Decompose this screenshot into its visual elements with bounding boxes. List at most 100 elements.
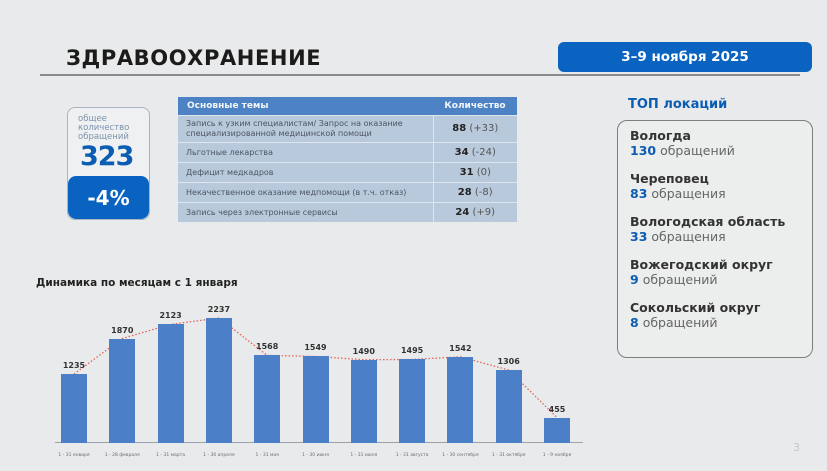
bar-value-label: 1549 — [304, 343, 327, 353]
header-topics: Основные темы — [178, 97, 433, 115]
bar — [205, 318, 232, 443]
x-axis-label: 1 - 31 января — [58, 453, 90, 458]
bar — [109, 338, 136, 443]
x-axis-label: 1 - 31 августа — [395, 453, 429, 458]
location-count-unit: обращений — [642, 272, 718, 287]
table-row: Некачественное оказание медпомощи (в т.ч… — [178, 181, 517, 202]
topic-cell: Запись к узким специалистам/ Запрос на о… — [178, 114, 433, 142]
count-value: 88 — [452, 122, 467, 134]
topic-cell: Некачественное оказание медпомощи (в т.ч… — [178, 181, 433, 202]
bar — [447, 356, 474, 443]
location-name: Вожегодский округ — [630, 257, 773, 272]
location-count-value: 9 — [630, 272, 639, 287]
topic-cell: Дефицит медкадров — [178, 161, 433, 182]
count-delta: (0) — [476, 166, 491, 178]
x-axis-label: 1 - 30 июня — [302, 453, 329, 458]
period-badge: 3–9 ноября 2025 — [558, 42, 812, 72]
location-name: Вологда — [630, 128, 691, 143]
count-cell: 28 (-8) — [432, 181, 517, 202]
bar-value-label: 2237 — [207, 305, 231, 314]
bar-value-label: 1495 — [400, 346, 424, 356]
x-axis-label: 1 - 31 октября — [491, 453, 526, 458]
location-count-value: 83 — [630, 186, 648, 201]
bar — [254, 355, 281, 443]
location-item: Вологодская область 33 обращения — [630, 214, 812, 244]
x-axis-label: 1 - 30 сентября — [442, 453, 479, 458]
bar-value-label: 2123 — [159, 311, 182, 321]
topic-text: Запись к узким специалистам/ Запрос на о… — [186, 118, 403, 128]
location-item: Вожегодский округ 9 обращений — [630, 257, 812, 287]
bar-value-label: 1235 — [62, 360, 86, 370]
bar-value-label: 1568 — [256, 342, 279, 352]
bar — [350, 359, 377, 443]
location-count-unit: обращений — [660, 143, 735, 158]
bar — [544, 417, 570, 443]
count-cell: 34 (-24) — [432, 141, 517, 162]
topic-cell: Запись через электронные сервисы — [178, 201, 433, 222]
table-row: Дефицит медкадров 31 (0) — [178, 161, 517, 182]
total-requests-card: общее количество обращений 323 -4% — [67, 107, 150, 220]
topic-text: специализированной медицинской помощи — [186, 128, 372, 138]
total-label: общее количество обращений — [68, 108, 149, 142]
location-count-unit: обращения — [651, 229, 726, 244]
count-value: 28 — [457, 186, 472, 198]
count-value: 31 — [459, 166, 474, 178]
total-label-line: общее — [78, 114, 107, 124]
table-row: Запись к узким специалистам/ Запрос на о… — [178, 114, 517, 142]
bar-value-label: 1490 — [352, 346, 375, 356]
bar — [157, 324, 184, 443]
bar-value-label: 1542 — [449, 343, 472, 353]
location-item: Сокольский округ 8 обращений — [630, 300, 812, 330]
location-name: Вологодская область — [630, 214, 786, 229]
location-item: Череповец 83 обращения — [630, 171, 812, 201]
bar — [495, 370, 522, 443]
location-item: Вологда 130 обращений — [630, 128, 812, 158]
x-axis-label: 1 - 31 июля — [350, 453, 378, 458]
page-title: ЗДРАВООХРАНЕНИЕ — [66, 46, 322, 70]
location-count: 9 обращений — [630, 272, 812, 287]
location-count: 83 обращения — [630, 186, 812, 201]
page-number: 3 — [793, 441, 800, 454]
count-delta: (+9) — [472, 206, 496, 218]
top-locations-title: ТОП локаций — [628, 97, 728, 112]
location-count: 130 обращений — [630, 143, 812, 158]
topic-cell: Льготные лекарства — [178, 141, 433, 162]
bar-value-label: 1870 — [111, 325, 134, 335]
location-name: Череповец — [630, 171, 709, 186]
x-axis-label: 1 - 9 ноября — [542, 453, 572, 458]
total-label-line: обращений — [78, 132, 129, 142]
count-cell: 31 (0) — [432, 161, 517, 182]
count-delta: (-24) — [471, 146, 496, 158]
bar-value-label: 455 — [548, 404, 566, 414]
x-axis-label: 1 - 31 марта — [156, 453, 186, 458]
count-cell: 24 (+9) — [432, 201, 517, 222]
total-change-badge: -4% — [68, 176, 149, 219]
location-name: Сокольский округ — [630, 300, 761, 315]
location-count-value: 130 — [630, 143, 657, 158]
location-count-unit: обращения — [651, 186, 726, 201]
bar — [302, 356, 329, 443]
monthly-bar-chart: 1235 1 - 31 января 1870 1 - 28 февраля 2123 1… — [45, 290, 585, 470]
bar — [399, 359, 426, 443]
total-label-line: количество — [78, 123, 130, 133]
chart-title: Динамика по месяцам с 1 января — [36, 277, 238, 289]
count-value: 24 — [455, 206, 470, 218]
title-divider — [40, 74, 800, 76]
table-row: Запись через электронные сервисы 24 (+9) — [178, 201, 517, 222]
count-delta: (-8) — [474, 186, 493, 198]
total-value: 323 — [80, 141, 134, 172]
table-row: Льготные лекарства 34 (-24) — [178, 141, 517, 162]
bar — [61, 374, 87, 443]
count-value: 34 — [454, 146, 469, 158]
location-count: 8 обращений — [630, 315, 812, 330]
bar-value-label: 1306 — [497, 357, 520, 367]
header-count: Количество — [433, 97, 517, 115]
location-count: 33 обращения — [630, 229, 812, 244]
x-axis-label: 1 - 31 мая — [255, 453, 279, 458]
count-cell: 88 (+33) — [432, 114, 517, 142]
location-count-value: 8 — [630, 315, 639, 330]
location-count-value: 33 — [630, 229, 648, 244]
top-locations-box: Вологда 130 обращений Череповец 83 обращ… — [617, 120, 813, 358]
x-axis-label: 1 - 30 апреля — [203, 453, 235, 458]
x-axis-label: 1 - 28 февраля — [104, 453, 140, 458]
